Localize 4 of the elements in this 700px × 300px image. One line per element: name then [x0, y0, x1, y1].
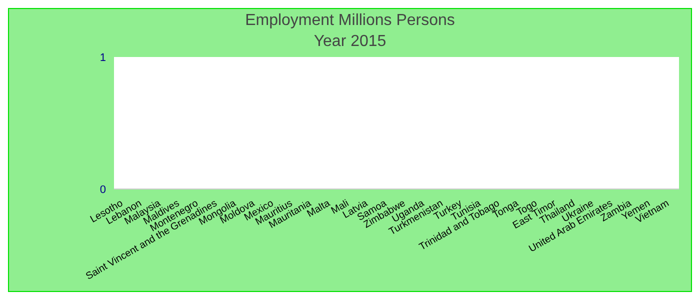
- chart-subtitle: Year 2015: [312, 32, 388, 51]
- chart-title: Employment Millions Persons: [244, 11, 456, 30]
- y-tick-label: 1: [100, 52, 106, 64]
- y-tick-label: 0: [100, 184, 106, 196]
